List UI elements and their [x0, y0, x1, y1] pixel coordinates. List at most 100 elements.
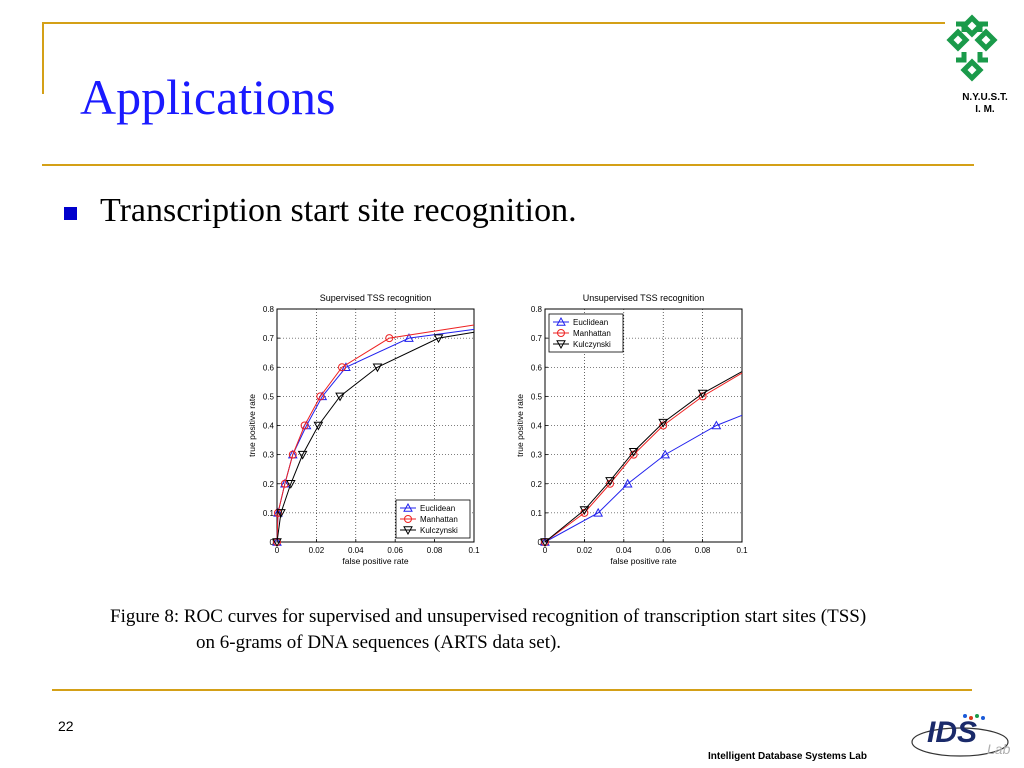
idslab-logo-icon: IDS Lab — [911, 714, 1011, 757]
y-tick-label: 0.2 — [531, 480, 543, 489]
legend-label: Manhattan — [420, 515, 458, 524]
data-point — [372, 363, 383, 373]
supervised-chart: 0 0.02 0.04 0.06 0.08 0.1 0 0.1 0.2 0.3 0.4 0.5 0.6 0… — [247, 293, 480, 566]
x-axis-label: false positive rate — [610, 556, 676, 566]
series-line — [276, 331, 475, 543]
data-point — [338, 363, 347, 372]
series-line — [544, 414, 743, 543]
data-point — [540, 538, 550, 548]
data-point — [385, 334, 394, 343]
x-tick-label: 0.1 — [736, 546, 748, 555]
footer-divider — [52, 689, 972, 691]
data-point — [276, 509, 286, 518]
data-point — [622, 478, 633, 488]
x-tick-label: 0 — [275, 546, 280, 555]
y-axis-label: true positive rate — [247, 394, 257, 457]
y-tick-label: 0.5 — [531, 392, 543, 401]
unsupervised-chart: 0 0.02 0.04 0.06 0.08 0.1 0 0.1 0.2 0.3 0.4 0.5 0.6 0… — [515, 293, 748, 566]
legend: Euclidean Manhattan Kulczynski — [548, 313, 624, 353]
legend-marker — [556, 316, 566, 326]
series-line — [276, 324, 475, 543]
y-tick-label: 0 — [538, 538, 543, 547]
legend-label: Manhattan — [573, 329, 611, 338]
data-point — [593, 507, 604, 517]
x-tick-label: 0.02 — [309, 546, 325, 555]
y-tick-label: 0.4 — [531, 422, 543, 431]
legend-marker — [556, 340, 566, 350]
y-tick-label: 0.4 — [263, 422, 275, 431]
y-tick-label: 0.8 — [263, 305, 275, 314]
x-tick-label: 0.08 — [427, 546, 443, 555]
data-point — [605, 477, 615, 486]
y-tick-label: 0.7 — [531, 334, 543, 343]
data-point — [341, 362, 351, 371]
y-tick-label: 0.3 — [263, 451, 275, 460]
series-kulczynski — [540, 371, 743, 548]
svg-text:IDS: IDS — [927, 716, 977, 749]
x-tick-label: 0 — [543, 546, 548, 555]
data-point — [579, 506, 590, 515]
bullet-square-icon — [64, 207, 77, 220]
y-tick-label: 0.2 — [263, 480, 275, 489]
series-line — [544, 372, 743, 543]
y-tick-label: 0 — [270, 538, 275, 547]
institution-label-line1: N.Y.U.S.T. — [962, 92, 1008, 103]
chart-title: Supervised TSS recognition — [320, 293, 431, 303]
data-point — [658, 418, 669, 428]
roc-figure: 0 0.02 0.04 0.06 0.08 0.1 0 0.1 0.2 0.3 0.4 0.5 0.6 0… — [247, 293, 748, 566]
legend-label: Euclidean — [420, 504, 455, 513]
data-point — [313, 421, 324, 431]
caption-line-2: on 6-grams of DNA sequences (ARTS data s… — [196, 632, 562, 653]
caption-line-1: Figure 8: ROC curves for supervised and … — [110, 606, 867, 627]
data-point — [433, 334, 444, 344]
chart-title: Unsupervised TSS recognition — [583, 293, 704, 303]
series-kulczynski — [272, 331, 475, 548]
data-point — [711, 420, 722, 430]
y-tick-label: 0.7 — [263, 334, 275, 343]
legend-marker — [404, 515, 412, 523]
data-point — [272, 538, 282, 548]
x-tick-label: 0.06 — [655, 546, 671, 555]
svg-text:Lab: Lab — [987, 741, 1011, 757]
legend-label: Euclidean — [573, 318, 608, 327]
legend: Euclidean Manhattan Kulczynski — [395, 499, 471, 539]
y-tick-label: 0.3 — [531, 451, 543, 460]
bullet-text: Transcription start site recognition. — [100, 192, 577, 229]
data-point — [628, 448, 639, 457]
legend-label: Kulczynski — [420, 526, 458, 535]
y-tick-label: 0.6 — [531, 363, 543, 372]
y-tick-label: 0.1 — [531, 509, 543, 518]
legend-marker — [403, 502, 413, 512]
legend-marker — [403, 526, 413, 536]
y-tick-label: 0.8 — [531, 305, 543, 314]
x-tick-label: 0.04 — [348, 546, 364, 555]
data-point — [335, 392, 345, 402]
y-axis-label: true positive rate — [515, 394, 525, 457]
x-tick-label: 0.08 — [695, 546, 711, 555]
figure-caption: Figure 8: ROC curves for supervised and … — [110, 604, 866, 656]
x-axis-label: false positive rate — [342, 556, 408, 566]
nyust-logo-icon — [946, 14, 998, 82]
y-tick-label: 0.6 — [263, 363, 275, 372]
title-divider — [42, 164, 974, 166]
series-line — [544, 371, 743, 543]
y-tick-label: 0.5 — [263, 392, 275, 401]
data-point — [404, 333, 414, 342]
x-tick-label: 0.06 — [387, 546, 403, 555]
data-point — [300, 421, 309, 430]
data-point — [660, 449, 671, 459]
institution-label-line2: I. M. — [975, 104, 995, 115]
slide-title: Applications — [80, 69, 336, 125]
data-point — [697, 389, 708, 399]
x-tick-label: 0.02 — [577, 546, 593, 555]
data-point — [297, 450, 308, 460]
data-point — [288, 450, 297, 459]
institution-label: N.Y.U.S.T. I. M. — [950, 92, 1020, 116]
x-tick-label: 0.1 — [468, 546, 480, 555]
footer-lab-name: Intelligent Database Systems Lab — [708, 751, 867, 762]
frame-left-line — [42, 22, 44, 94]
data-point — [316, 392, 325, 401]
page-number: 22 — [58, 718, 74, 734]
series-euclidean — [540, 414, 743, 546]
data-point — [285, 480, 296, 489]
